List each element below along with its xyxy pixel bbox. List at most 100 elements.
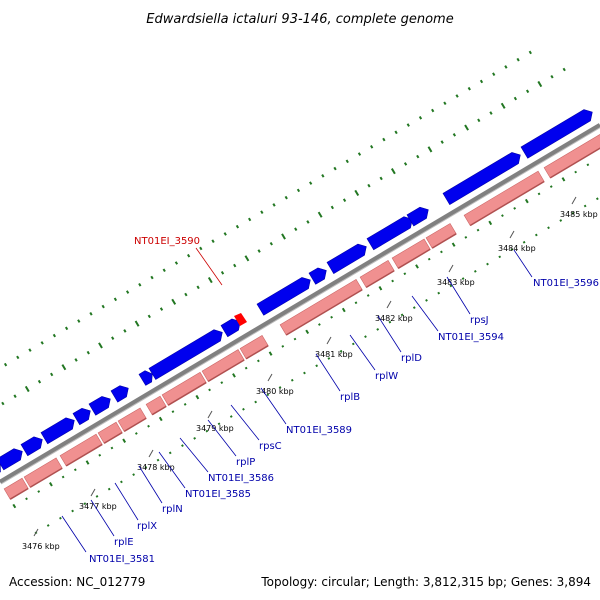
- kbp-label: 3478 kbp: [137, 463, 175, 472]
- reverse-gene-shadow: [151, 405, 167, 416]
- gc-tick: [120, 480, 123, 484]
- gene-label[interactable]: NT01EI_3586: [208, 473, 274, 484]
- forward-gene-arrow[interactable]: [110, 385, 129, 403]
- gc-tick: [437, 291, 441, 295]
- reverse-gene-bar[interactable]: [543, 132, 600, 179]
- gene-label[interactable]: rplE: [114, 537, 134, 548]
- gc-tick: [168, 451, 172, 455]
- gc-tick: [357, 152, 362, 156]
- gene-label[interactable]: NT01EI_3589: [286, 425, 352, 436]
- gc-tick: [269, 241, 273, 246]
- gc-tick: [235, 224, 240, 229]
- gc-tick: [123, 329, 127, 333]
- gc-tick: [147, 424, 150, 428]
- gc-tick: [486, 262, 489, 266]
- gene-label[interactable]: rplX: [137, 521, 157, 532]
- gc-tick: [223, 232, 227, 236]
- backbone-highlight: [0, 127, 600, 485]
- gene-label[interactable]: rplP: [236, 457, 255, 468]
- gene-label[interactable]: NT01EI_3596: [533, 278, 599, 289]
- reverse-gene-bar[interactable]: [161, 371, 207, 406]
- gc-tick: [144, 466, 148, 469]
- gc-tick: [500, 102, 506, 109]
- gene-label[interactable]: NT01EI_3585: [185, 489, 251, 500]
- forward-gene-arrow[interactable]: [0, 448, 23, 471]
- forward-gene-arrow[interactable]: [40, 417, 75, 445]
- gene-label[interactable]: rplW: [375, 371, 398, 382]
- gc-tick: [571, 211, 575, 215]
- gene-label[interactable]: rplB: [340, 392, 360, 403]
- forward-gene-arrow[interactable]: [442, 152, 521, 206]
- gene-label[interactable]: rpsC: [259, 441, 282, 452]
- forward-gene-arrow[interactable]: [520, 109, 593, 159]
- gc-tick: [77, 319, 81, 323]
- gc-tick: [290, 378, 294, 382]
- reverse-gene-bar[interactable]: [59, 433, 103, 467]
- gc-tick: [134, 432, 138, 435]
- reverse-gene-shadow: [365, 270, 395, 289]
- forward-gene-arrow[interactable]: [256, 277, 311, 316]
- gc-tick: [52, 333, 57, 338]
- gene-label[interactable]: NT01EI_3594: [438, 332, 504, 343]
- map-title: Edwardsiella ictaluri 93-146, complete g…: [146, 12, 453, 27]
- gc-tick: [330, 315, 333, 319]
- gc-tick: [370, 145, 374, 149]
- forward-gene-arrow[interactable]: [88, 396, 111, 416]
- gc-tick: [156, 458, 160, 462]
- forward-gene-arrow[interactable]: [366, 216, 413, 251]
- gc-tick: [547, 226, 550, 230]
- gc-tick: [195, 394, 200, 400]
- gc-tick: [418, 115, 423, 120]
- forward-gene-arrow[interactable]: [72, 407, 91, 426]
- highlight-gene-label[interactable]: NT01EI_3590: [134, 236, 200, 247]
- forward-gene-arrow[interactable]: [220, 318, 241, 338]
- gc-tick: [303, 371, 306, 375]
- gc-tick: [199, 246, 203, 251]
- kbp-tick: [326, 336, 332, 345]
- gene-label-leader: [207, 419, 237, 457]
- gc-tick: [183, 403, 187, 406]
- gc-tick: [427, 257, 431, 261]
- gc-tick: [138, 282, 142, 287]
- reverse-gene-bar[interactable]: [279, 278, 363, 336]
- kbp-label: 3481 kbp: [315, 350, 353, 359]
- highlight-leader-line: [195, 247, 223, 286]
- gc-tick: [244, 255, 250, 262]
- gene-label-leader: [260, 387, 287, 425]
- forward-gene-arrow[interactable]: [0, 461, 1, 475]
- forward-gene-arrow[interactable]: [138, 370, 153, 386]
- gc-tick: [260, 210, 264, 214]
- gc-tick: [516, 57, 520, 62]
- gc-tick: [113, 297, 118, 302]
- highlight-gene-marker[interactable]: [234, 313, 247, 326]
- gene-label[interactable]: NT01EI_3581: [89, 554, 155, 565]
- gc-tick: [333, 166, 337, 171]
- reverse-gene-bar[interactable]: [97, 421, 123, 444]
- gene-label[interactable]: rplN: [162, 504, 183, 515]
- gc-tick: [294, 227, 298, 232]
- reverse-gene-bar[interactable]: [23, 457, 63, 488]
- gc-tick: [61, 364, 67, 371]
- forward-gene-arrow[interactable]: [326, 243, 367, 275]
- gene-label[interactable]: rpsJ: [470, 315, 489, 326]
- gene-label-leader: [138, 465, 163, 504]
- gc-tick: [559, 219, 563, 222]
- gene-label-leader: [158, 451, 186, 489]
- gene-label[interactable]: rplD: [401, 353, 422, 364]
- gc-tick: [562, 67, 566, 72]
- gc-tick: [309, 181, 313, 185]
- backbone-line: [0, 123, 600, 484]
- forward-gene-arrow[interactable]: [148, 329, 223, 380]
- gc-tick: [147, 314, 151, 319]
- gc-tick: [284, 195, 288, 200]
- forward-gene-arrow[interactable]: [406, 206, 429, 227]
- forward-gene-arrow[interactable]: [20, 436, 43, 457]
- reverse-gene-bar[interactable]: [201, 349, 245, 382]
- forward-gene-arrow[interactable]: [308, 267, 327, 285]
- kbp-label: 3477 kbp: [79, 502, 117, 511]
- gc-tick: [16, 355, 20, 360]
- gc-tick: [193, 436, 197, 440]
- gc-tick: [364, 335, 367, 339]
- kbp-tick: [90, 488, 96, 497]
- gc-tick: [390, 168, 396, 175]
